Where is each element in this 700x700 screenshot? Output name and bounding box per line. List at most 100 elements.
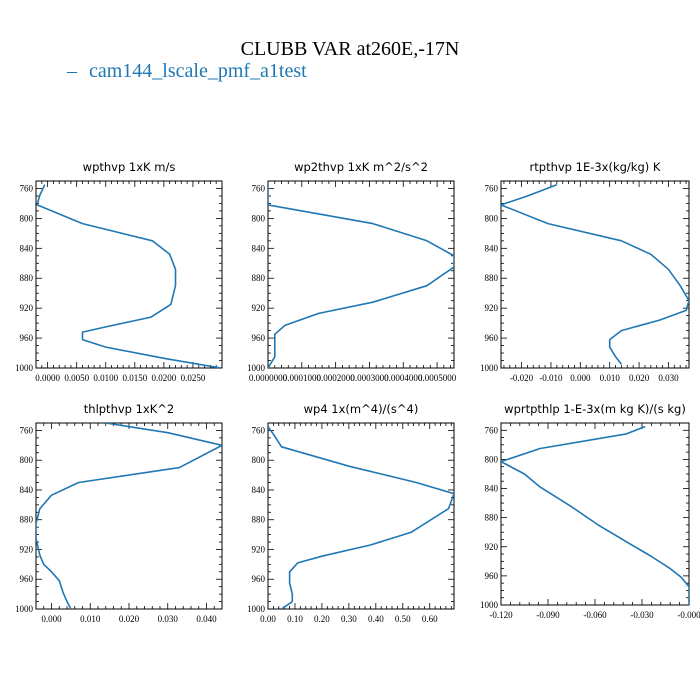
y-tick-label: 760 bbox=[485, 425, 499, 435]
x-tick-label: 0.0050 bbox=[64, 373, 89, 383]
y-tick-label: 840 bbox=[20, 243, 34, 253]
y-tick-label: 960 bbox=[485, 333, 499, 343]
y-tick-label: 960 bbox=[20, 333, 34, 343]
legend-label: cam144_lscale_pmf_a1test bbox=[89, 60, 307, 82]
y-tick-label: 800 bbox=[20, 455, 34, 465]
y-tick-label: 760 bbox=[20, 183, 34, 193]
x-tick-label: 0.0000 bbox=[35, 373, 60, 383]
y-tick-label: 880 bbox=[485, 513, 499, 523]
y-tick-label: 1000 bbox=[480, 600, 499, 610]
x-tick-label: 0.0200 bbox=[152, 373, 177, 383]
y-tick-label: 920 bbox=[485, 542, 499, 552]
x-tick-label: 0.0004000 bbox=[384, 373, 423, 383]
subplot-2: wp2thvp 1xK m^2/s^20.00000000.00010000.0… bbox=[247, 160, 457, 383]
x-tick-label: -0.010 bbox=[539, 373, 563, 383]
y-tick-label: 1000 bbox=[15, 363, 34, 373]
y-tick-label: 800 bbox=[252, 455, 266, 465]
x-tick-label: -0.090 bbox=[536, 610, 560, 620]
x-tick-label: 0.000 bbox=[570, 373, 591, 383]
x-tick-label: 0.020 bbox=[629, 373, 650, 383]
x-tick-label: 0.030 bbox=[658, 373, 679, 383]
y-tick-label: 840 bbox=[485, 484, 499, 494]
x-tick-label: 0.040 bbox=[196, 614, 217, 624]
series-line bbox=[501, 425, 689, 605]
x-tick-label: 0.0100 bbox=[93, 373, 118, 383]
plot-frame bbox=[35, 422, 223, 610]
y-tick-label: 920 bbox=[485, 303, 499, 313]
plot-frame bbox=[267, 180, 455, 369]
x-tick-label: 0.30 bbox=[341, 614, 357, 624]
y-tick-label: 840 bbox=[252, 243, 266, 253]
series-line bbox=[36, 423, 222, 609]
plot-frame bbox=[500, 422, 690, 606]
x-tick-label: 0.60 bbox=[422, 614, 438, 624]
x-tick-label: -0.030 bbox=[630, 610, 654, 620]
y-tick-label: 760 bbox=[20, 425, 34, 435]
subplot-3: rtpthvp 1E-3x(kg/kg) K -0.020 -0.010 0.000 0… bbox=[480, 160, 690, 383]
x-tick-label: 0.010 bbox=[600, 373, 621, 383]
y-tick-label: 920 bbox=[20, 303, 34, 313]
y-tick-label: 1000 bbox=[15, 604, 34, 614]
plot-frame bbox=[500, 180, 690, 369]
y-tick-label: 960 bbox=[20, 574, 34, 584]
x-tick-label: 0.0000000 bbox=[249, 373, 288, 383]
y-tick-label: 880 bbox=[20, 273, 34, 283]
y-tick-label: 840 bbox=[485, 243, 499, 253]
legend-marker: – bbox=[66, 60, 78, 82]
y-tick-label: 880 bbox=[252, 515, 266, 525]
x-tick-label: 0.0250 bbox=[181, 373, 206, 383]
y-tick-label: 760 bbox=[252, 425, 266, 435]
y-tick-label: 1000 bbox=[247, 604, 266, 614]
x-tick-label: -0.120 bbox=[489, 610, 513, 620]
y-tick-label: 920 bbox=[20, 544, 34, 554]
x-tick-label: 0.0002000 bbox=[317, 373, 356, 383]
subplot-6: wprtpthlp 1-E-3x(m kg K)/(s kg) -0.120 -0.… bbox=[480, 402, 700, 620]
x-tick-label: 0.010 bbox=[80, 614, 101, 624]
y-tick-label: 760 bbox=[252, 183, 266, 193]
y-tick-label: 960 bbox=[485, 571, 499, 581]
y-tick-label: 840 bbox=[252, 485, 266, 495]
series-line bbox=[268, 184, 454, 368]
x-tick-label: 0.20 bbox=[314, 614, 330, 624]
x-tick-label: 0.0150 bbox=[122, 373, 147, 383]
x-tick-label: -0.020 bbox=[510, 373, 534, 383]
series-line bbox=[268, 426, 454, 609]
x-tick-label: 0.030 bbox=[158, 614, 179, 624]
x-tick-label: 0.0001000 bbox=[283, 373, 322, 383]
x-tick-label: 0.50 bbox=[395, 614, 411, 624]
series-line bbox=[501, 183, 689, 365]
subplot-title: wpthvp 1xK m/s bbox=[83, 160, 176, 174]
x-tick-label: -0.060 bbox=[583, 610, 607, 620]
subplot-grid: wpthvp 1xK m/s 0.0000 0.0050 0.0100 0.0150 0.… bbox=[15, 160, 700, 624]
subplot-title: wprtpthlp 1-E-3x(m kg K)/(s kg) bbox=[504, 402, 686, 416]
x-tick-label: 0.10 bbox=[287, 614, 303, 624]
y-tick-label: 920 bbox=[252, 303, 266, 313]
y-tick-label: 1000 bbox=[480, 363, 499, 373]
y-tick-label: 960 bbox=[252, 333, 266, 343]
y-tick-label: 800 bbox=[20, 213, 34, 223]
subplot-5: wp4 1x(m^4)/(s^4) 0.00 0.10 0.20 0.30 0.40 0.5… bbox=[247, 402, 455, 624]
series-line bbox=[36, 184, 221, 368]
x-tick-label: -0.000 bbox=[677, 610, 700, 620]
y-tick-label: 880 bbox=[20, 515, 34, 525]
y-tick-label: 840 bbox=[20, 485, 34, 495]
plot-frame bbox=[35, 180, 223, 369]
x-tick-label: 0.40 bbox=[368, 614, 384, 624]
y-tick-label: 800 bbox=[485, 454, 499, 464]
y-tick-label: 800 bbox=[252, 213, 266, 223]
y-tick-label: 1000 bbox=[247, 363, 266, 373]
x-tick-label: 0.0005000 bbox=[418, 373, 457, 383]
y-tick-label: 800 bbox=[485, 213, 499, 223]
subplot-4: thlpthvp 1xK^2 0.000 0.010 0.020 0.030 0.040 7… bbox=[15, 402, 223, 624]
y-tick-label: 920 bbox=[252, 544, 266, 554]
figure-title: CLUBB VAR at260E,-17N bbox=[241, 38, 460, 60]
y-tick-label: 960 bbox=[252, 574, 266, 584]
y-tick-label: 760 bbox=[485, 183, 499, 193]
subplot-title: thlpthvp 1xK^2 bbox=[84, 402, 174, 416]
x-tick-label: 0.020 bbox=[119, 614, 140, 624]
y-tick-label: 880 bbox=[252, 273, 266, 283]
subplot-1: wpthvp 1xK m/s 0.0000 0.0050 0.0100 0.0150 0.… bbox=[15, 160, 223, 383]
x-tick-label: 0.000 bbox=[41, 614, 62, 624]
plot-frame bbox=[267, 422, 455, 610]
subplot-title: wp4 1x(m^4)/(s^4) bbox=[304, 402, 419, 416]
